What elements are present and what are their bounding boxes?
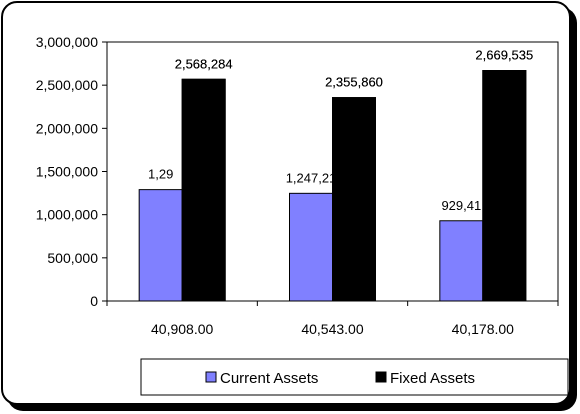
y-tick-label: 0 [90,293,98,309]
data-label: 929,41 [441,198,481,213]
data-label: 2,669,535 [475,48,533,63]
axes: 0 500,000 1,000,000 1,500,000 2,000,000 2,500… [36,34,559,337]
bar-fixed-assets-overlay [482,70,527,302]
bar-fixed-assets-overlay [181,78,226,302]
data-label-fixed: 2,568,284 [175,56,233,71]
data-label: 2,355,860 [325,75,383,90]
data-label: 2,568,284 [175,56,233,71]
legend-swatch [375,371,387,383]
y-tick-label: 2,500,000 [36,77,98,93]
data-label: 1,247,21 [286,170,337,185]
legend: Current Assets Fixed Assets [140,358,569,396]
legend-label: Fixed Assets [390,370,475,387]
bar-current-assets [439,220,484,302]
legend-box [140,358,569,396]
y-tick-label: 3,000,000 [36,34,98,50]
y-tick-label: 1,000,000 [36,207,98,223]
x-tick-label: 40,908.00 [151,321,213,337]
y-tick-label: 1,500,000 [36,164,98,180]
y-tick-label: 2,000,000 [36,120,98,136]
data-labels: 1,29 1,247,21 929,41 2,568,284 2,355,860 2,66… [148,48,533,302]
data-label-fixed: 2,669,535 [475,48,533,63]
data-label: 1,29 [148,167,173,182]
bar-current-assets [138,189,183,302]
bar-current-assets [289,192,333,302]
bar-fixed-assets-overlay [332,97,376,302]
x-tick-label: 40,178.00 [452,321,514,337]
legend-swatch [205,371,217,383]
x-tick-label: 40,543.00 [301,321,363,337]
y-tick-label: 500,000 [47,250,98,266]
chart-frame [1,1,571,405]
legend-label: Current Assets [220,370,318,387]
data-label-fixed: 2,355,860 [325,75,383,90]
